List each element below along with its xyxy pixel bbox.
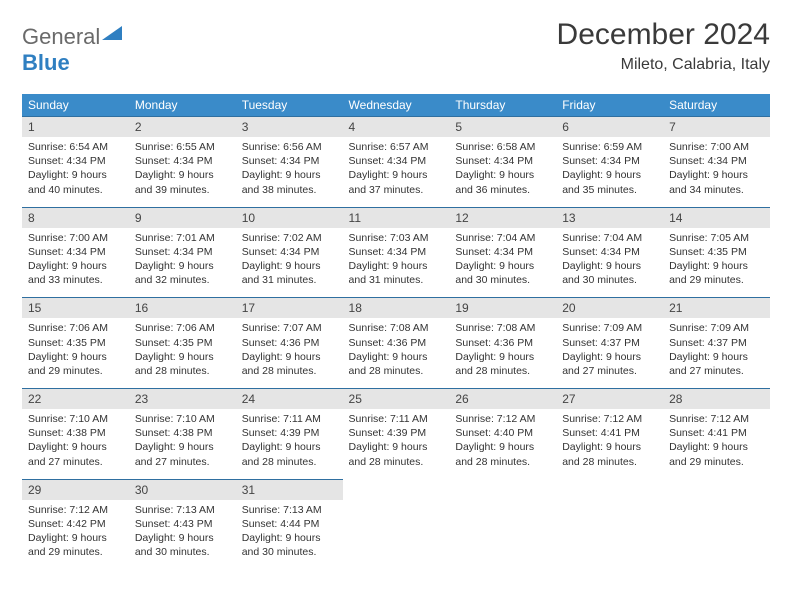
day-detail: Sunrise: 7:13 AMSunset: 4:44 PMDaylight:… [236, 500, 343, 570]
day-detail: Sunrise: 7:12 AMSunset: 4:42 PMDaylight:… [22, 500, 129, 570]
logo-text-general: General [22, 24, 100, 49]
day-detail: Sunrise: 7:11 AMSunset: 4:39 PMDaylight:… [236, 409, 343, 479]
day-number: 18 [343, 298, 450, 319]
day-detail-row: Sunrise: 7:12 AMSunset: 4:42 PMDaylight:… [22, 500, 770, 570]
day-number: 3 [236, 117, 343, 138]
day-number: 19 [449, 298, 556, 319]
day-detail: Sunrise: 7:04 AMSunset: 4:34 PMDaylight:… [449, 228, 556, 298]
day-number-row: 293031 [22, 479, 770, 500]
day-header: Sunday [22, 94, 129, 117]
header: General Blue December 2024 Mileto, Calab… [22, 18, 770, 76]
day-detail: Sunrise: 7:06 AMSunset: 4:35 PMDaylight:… [129, 318, 236, 388]
day-detail: Sunrise: 7:00 AMSunset: 4:34 PMDaylight:… [22, 228, 129, 298]
day-detail [556, 500, 663, 570]
day-number: 1 [22, 117, 129, 138]
day-number-row: 15161718192021 [22, 298, 770, 319]
day-detail: Sunrise: 7:12 AMSunset: 4:40 PMDaylight:… [449, 409, 556, 479]
day-detail: Sunrise: 7:07 AMSunset: 4:36 PMDaylight:… [236, 318, 343, 388]
day-number: 25 [343, 389, 450, 410]
day-detail: Sunrise: 6:59 AMSunset: 4:34 PMDaylight:… [556, 137, 663, 207]
page-title: December 2024 [557, 18, 770, 52]
day-number: 22 [22, 389, 129, 410]
logo: General Blue [22, 24, 124, 76]
day-number: 30 [129, 479, 236, 500]
day-detail [449, 500, 556, 570]
day-number: 9 [129, 207, 236, 228]
day-detail: Sunrise: 7:06 AMSunset: 4:35 PMDaylight:… [22, 318, 129, 388]
day-detail: Sunrise: 6:54 AMSunset: 4:34 PMDaylight:… [22, 137, 129, 207]
day-number: 4 [343, 117, 450, 138]
day-detail-row: Sunrise: 6:54 AMSunset: 4:34 PMDaylight:… [22, 137, 770, 207]
day-detail: Sunrise: 7:08 AMSunset: 4:36 PMDaylight:… [343, 318, 450, 388]
day-detail: Sunrise: 7:08 AMSunset: 4:36 PMDaylight:… [449, 318, 556, 388]
day-detail: Sunrise: 7:12 AMSunset: 4:41 PMDaylight:… [663, 409, 770, 479]
calendar-table: SundayMondayTuesdayWednesdayThursdayFrid… [22, 94, 770, 569]
day-detail: Sunrise: 7:00 AMSunset: 4:34 PMDaylight:… [663, 137, 770, 207]
day-number-row: 891011121314 [22, 207, 770, 228]
day-number: 11 [343, 207, 450, 228]
day-detail: Sunrise: 7:11 AMSunset: 4:39 PMDaylight:… [343, 409, 450, 479]
day-detail: Sunrise: 6:55 AMSunset: 4:34 PMDaylight:… [129, 137, 236, 207]
day-header: Wednesday [343, 94, 450, 117]
day-detail-row: Sunrise: 7:00 AMSunset: 4:34 PMDaylight:… [22, 228, 770, 298]
day-detail: Sunrise: 7:05 AMSunset: 4:35 PMDaylight:… [663, 228, 770, 298]
day-header: Tuesday [236, 94, 343, 117]
title-block: December 2024 Mileto, Calabria, Italy [557, 18, 770, 74]
day-detail: Sunrise: 7:09 AMSunset: 4:37 PMDaylight:… [556, 318, 663, 388]
day-detail: Sunrise: 7:13 AMSunset: 4:43 PMDaylight:… [129, 500, 236, 570]
day-detail-row: Sunrise: 7:10 AMSunset: 4:38 PMDaylight:… [22, 409, 770, 479]
logo-text-blue: Blue [22, 50, 70, 75]
day-detail: Sunrise: 7:09 AMSunset: 4:37 PMDaylight:… [663, 318, 770, 388]
day-detail: Sunrise: 7:12 AMSunset: 4:41 PMDaylight:… [556, 409, 663, 479]
day-number: 21 [663, 298, 770, 319]
day-number: 20 [556, 298, 663, 319]
day-detail: Sunrise: 6:57 AMSunset: 4:34 PMDaylight:… [343, 137, 450, 207]
day-number: 10 [236, 207, 343, 228]
day-number: 5 [449, 117, 556, 138]
day-detail: Sunrise: 6:58 AMSunset: 4:34 PMDaylight:… [449, 137, 556, 207]
day-number: 7 [663, 117, 770, 138]
day-detail: Sunrise: 7:10 AMSunset: 4:38 PMDaylight:… [22, 409, 129, 479]
day-number [556, 479, 663, 500]
day-number-row: 22232425262728 [22, 389, 770, 410]
logo-triangle-icon [102, 24, 124, 47]
day-number: 24 [236, 389, 343, 410]
day-number: 15 [22, 298, 129, 319]
day-header: Friday [556, 94, 663, 117]
day-number: 8 [22, 207, 129, 228]
day-detail [343, 500, 450, 570]
day-detail: Sunrise: 7:01 AMSunset: 4:34 PMDaylight:… [129, 228, 236, 298]
day-number: 31 [236, 479, 343, 500]
calendar-header-row: SundayMondayTuesdayWednesdayThursdayFrid… [22, 94, 770, 117]
day-header: Monday [129, 94, 236, 117]
day-detail: Sunrise: 6:56 AMSunset: 4:34 PMDaylight:… [236, 137, 343, 207]
day-header: Saturday [663, 94, 770, 117]
day-number: 17 [236, 298, 343, 319]
day-number: 28 [663, 389, 770, 410]
day-detail: Sunrise: 7:03 AMSunset: 4:34 PMDaylight:… [343, 228, 450, 298]
day-detail: Sunrise: 7:10 AMSunset: 4:38 PMDaylight:… [129, 409, 236, 479]
day-number: 26 [449, 389, 556, 410]
day-number: 27 [556, 389, 663, 410]
day-number: 14 [663, 207, 770, 228]
day-number: 2 [129, 117, 236, 138]
day-number: 23 [129, 389, 236, 410]
location-label: Mileto, Calabria, Italy [557, 56, 770, 74]
day-number: 29 [22, 479, 129, 500]
day-detail: Sunrise: 7:02 AMSunset: 4:34 PMDaylight:… [236, 228, 343, 298]
day-number: 13 [556, 207, 663, 228]
day-header: Thursday [449, 94, 556, 117]
day-number: 16 [129, 298, 236, 319]
day-number: 12 [449, 207, 556, 228]
day-number: 6 [556, 117, 663, 138]
day-number [343, 479, 450, 500]
day-detail: Sunrise: 7:04 AMSunset: 4:34 PMDaylight:… [556, 228, 663, 298]
day-number-row: 1234567 [22, 117, 770, 138]
day-detail-row: Sunrise: 7:06 AMSunset: 4:35 PMDaylight:… [22, 318, 770, 388]
day-number [663, 479, 770, 500]
day-number [449, 479, 556, 500]
day-detail [663, 500, 770, 570]
